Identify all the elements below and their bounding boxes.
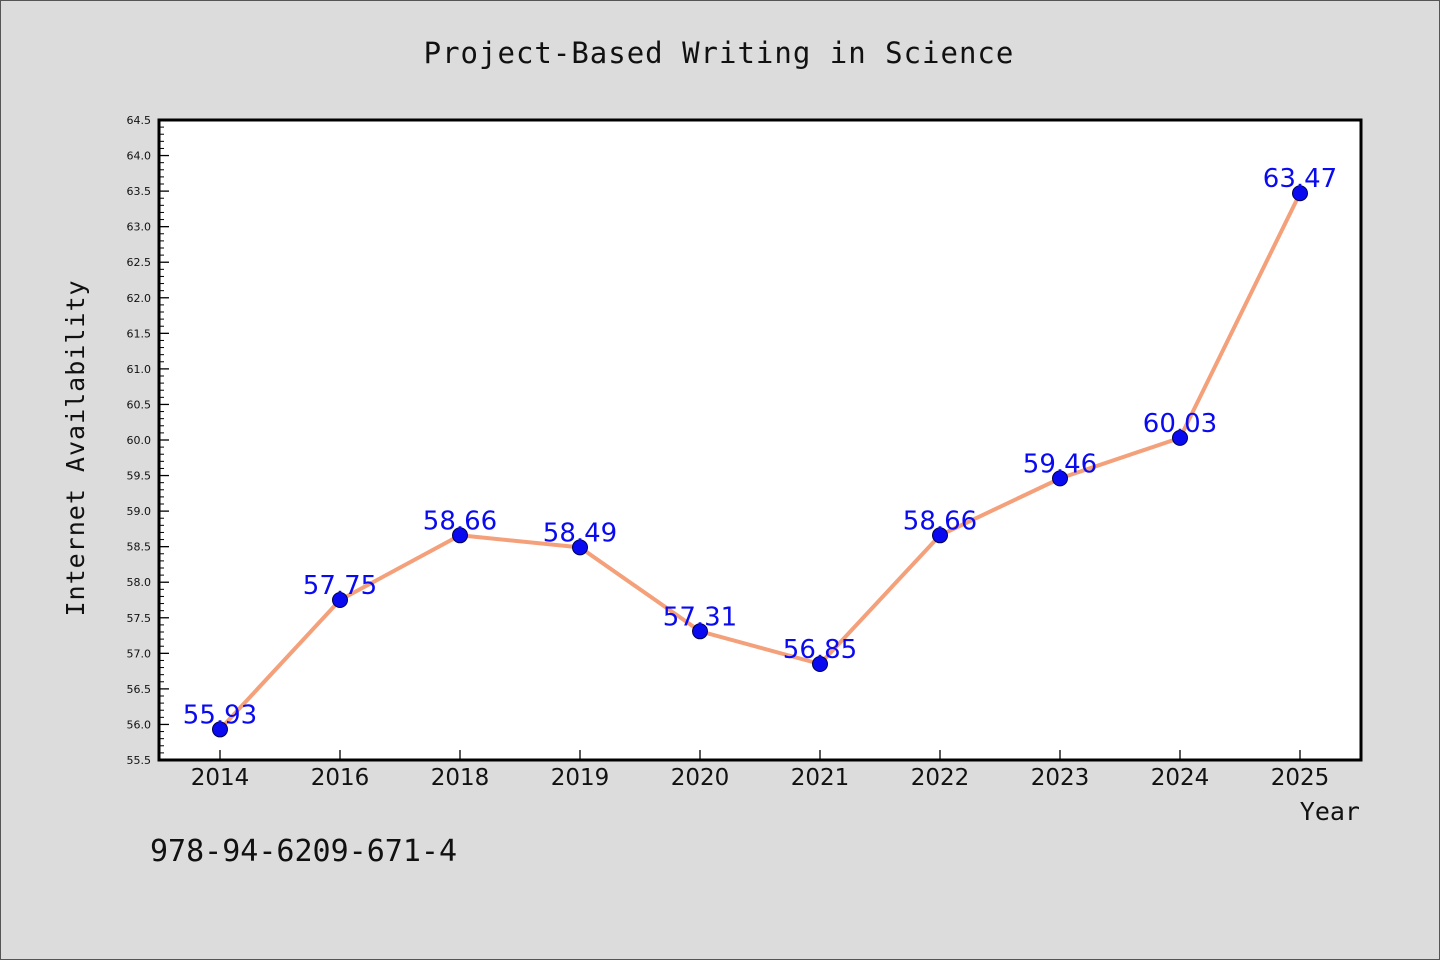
y-tick-label: 60.0	[127, 434, 152, 447]
data-point	[452, 527, 468, 544]
x-tick-label: 2021	[791, 765, 850, 791]
y-tick-label: 59.0	[127, 505, 152, 518]
series-line-group	[218, 191, 1302, 732]
data-labels: 55.93 57.75 58.66 58.49 57.31 56.85 58.66 59.46…	[183, 164, 1337, 730]
data-label: 58.49	[543, 518, 617, 548]
data-point	[812, 656, 828, 672]
data-label: 59.46	[1023, 449, 1097, 479]
data-label: 63.47	[1263, 164, 1337, 194]
y-tick-label: 56.0	[127, 718, 152, 731]
x-tick-label: 2020	[671, 765, 730, 791]
data-point	[1172, 429, 1188, 446]
data-label: 56.85	[783, 635, 857, 665]
y-tick-label: 57.5	[127, 612, 152, 625]
y-tick-label: 57.0	[127, 647, 152, 660]
y-tick-label: 58.5	[127, 541, 152, 554]
data-label: 58.66	[903, 506, 977, 536]
x-axis-label: Year	[1300, 797, 1360, 826]
data-point	[1292, 185, 1308, 202]
y-tick-label: 61.5	[127, 327, 152, 340]
y-axis-label: Internet Availability	[61, 279, 90, 616]
isbn-text: 978-94-6209-671-4	[150, 834, 458, 869]
x-tick-label: 2024	[1151, 765, 1210, 791]
chart-title: Project-Based Writing in Science	[424, 36, 1015, 70]
y-tick-label: 55.5	[127, 754, 152, 767]
x-tick-label: 2022	[911, 765, 970, 791]
y-tick-label: 56.5	[127, 683, 152, 696]
data-label: 58.66	[423, 506, 497, 536]
series-line	[218, 191, 1302, 732]
x-tick-label: 2023	[1031, 765, 1090, 791]
data-label: 57.31	[663, 602, 737, 632]
y-tick-label: 61.0	[127, 363, 152, 376]
y-axis: 55.5 56.0 56.5 57.0 57.5 58.0 58.5 59.0 59.5 60.0…	[127, 114, 169, 767]
data-point	[1052, 470, 1068, 487]
series-markers	[212, 185, 1308, 738]
x-tick-label: 2014	[191, 765, 250, 791]
data-label: 55.93	[183, 700, 257, 730]
data-label: 60.03	[1143, 409, 1217, 439]
data-point	[572, 539, 588, 556]
data-point	[932, 527, 948, 544]
y-tick-label: 59.5	[127, 470, 152, 483]
y-tick-label: 62.5	[127, 256, 152, 269]
x-tick-label: 2025	[1271, 765, 1330, 791]
x-tick-label: 2018	[431, 765, 490, 791]
y-tick-label: 60.5	[127, 398, 152, 411]
y-tick-label: 64.0	[127, 150, 152, 163]
y-tick-label: 62.0	[127, 292, 152, 305]
y-tick-label: 63.5	[127, 185, 152, 198]
y-tick-label: 63.0	[127, 221, 152, 234]
data-point	[332, 592, 348, 608]
x-tick-label: 2016	[311, 765, 370, 791]
x-tick-label: 2019	[551, 765, 610, 791]
y-tick-label: 64.5	[127, 114, 152, 127]
x-axis: 2014 2016 2018 2019 2020 2021 2022 2023 2024 2025	[191, 750, 1330, 791]
data-label: 57.75	[303, 571, 377, 601]
data-point	[212, 721, 228, 738]
data-point	[692, 623, 708, 640]
plot-area	[157, 118, 1363, 762]
y-tick-label: 58.0	[127, 576, 152, 589]
